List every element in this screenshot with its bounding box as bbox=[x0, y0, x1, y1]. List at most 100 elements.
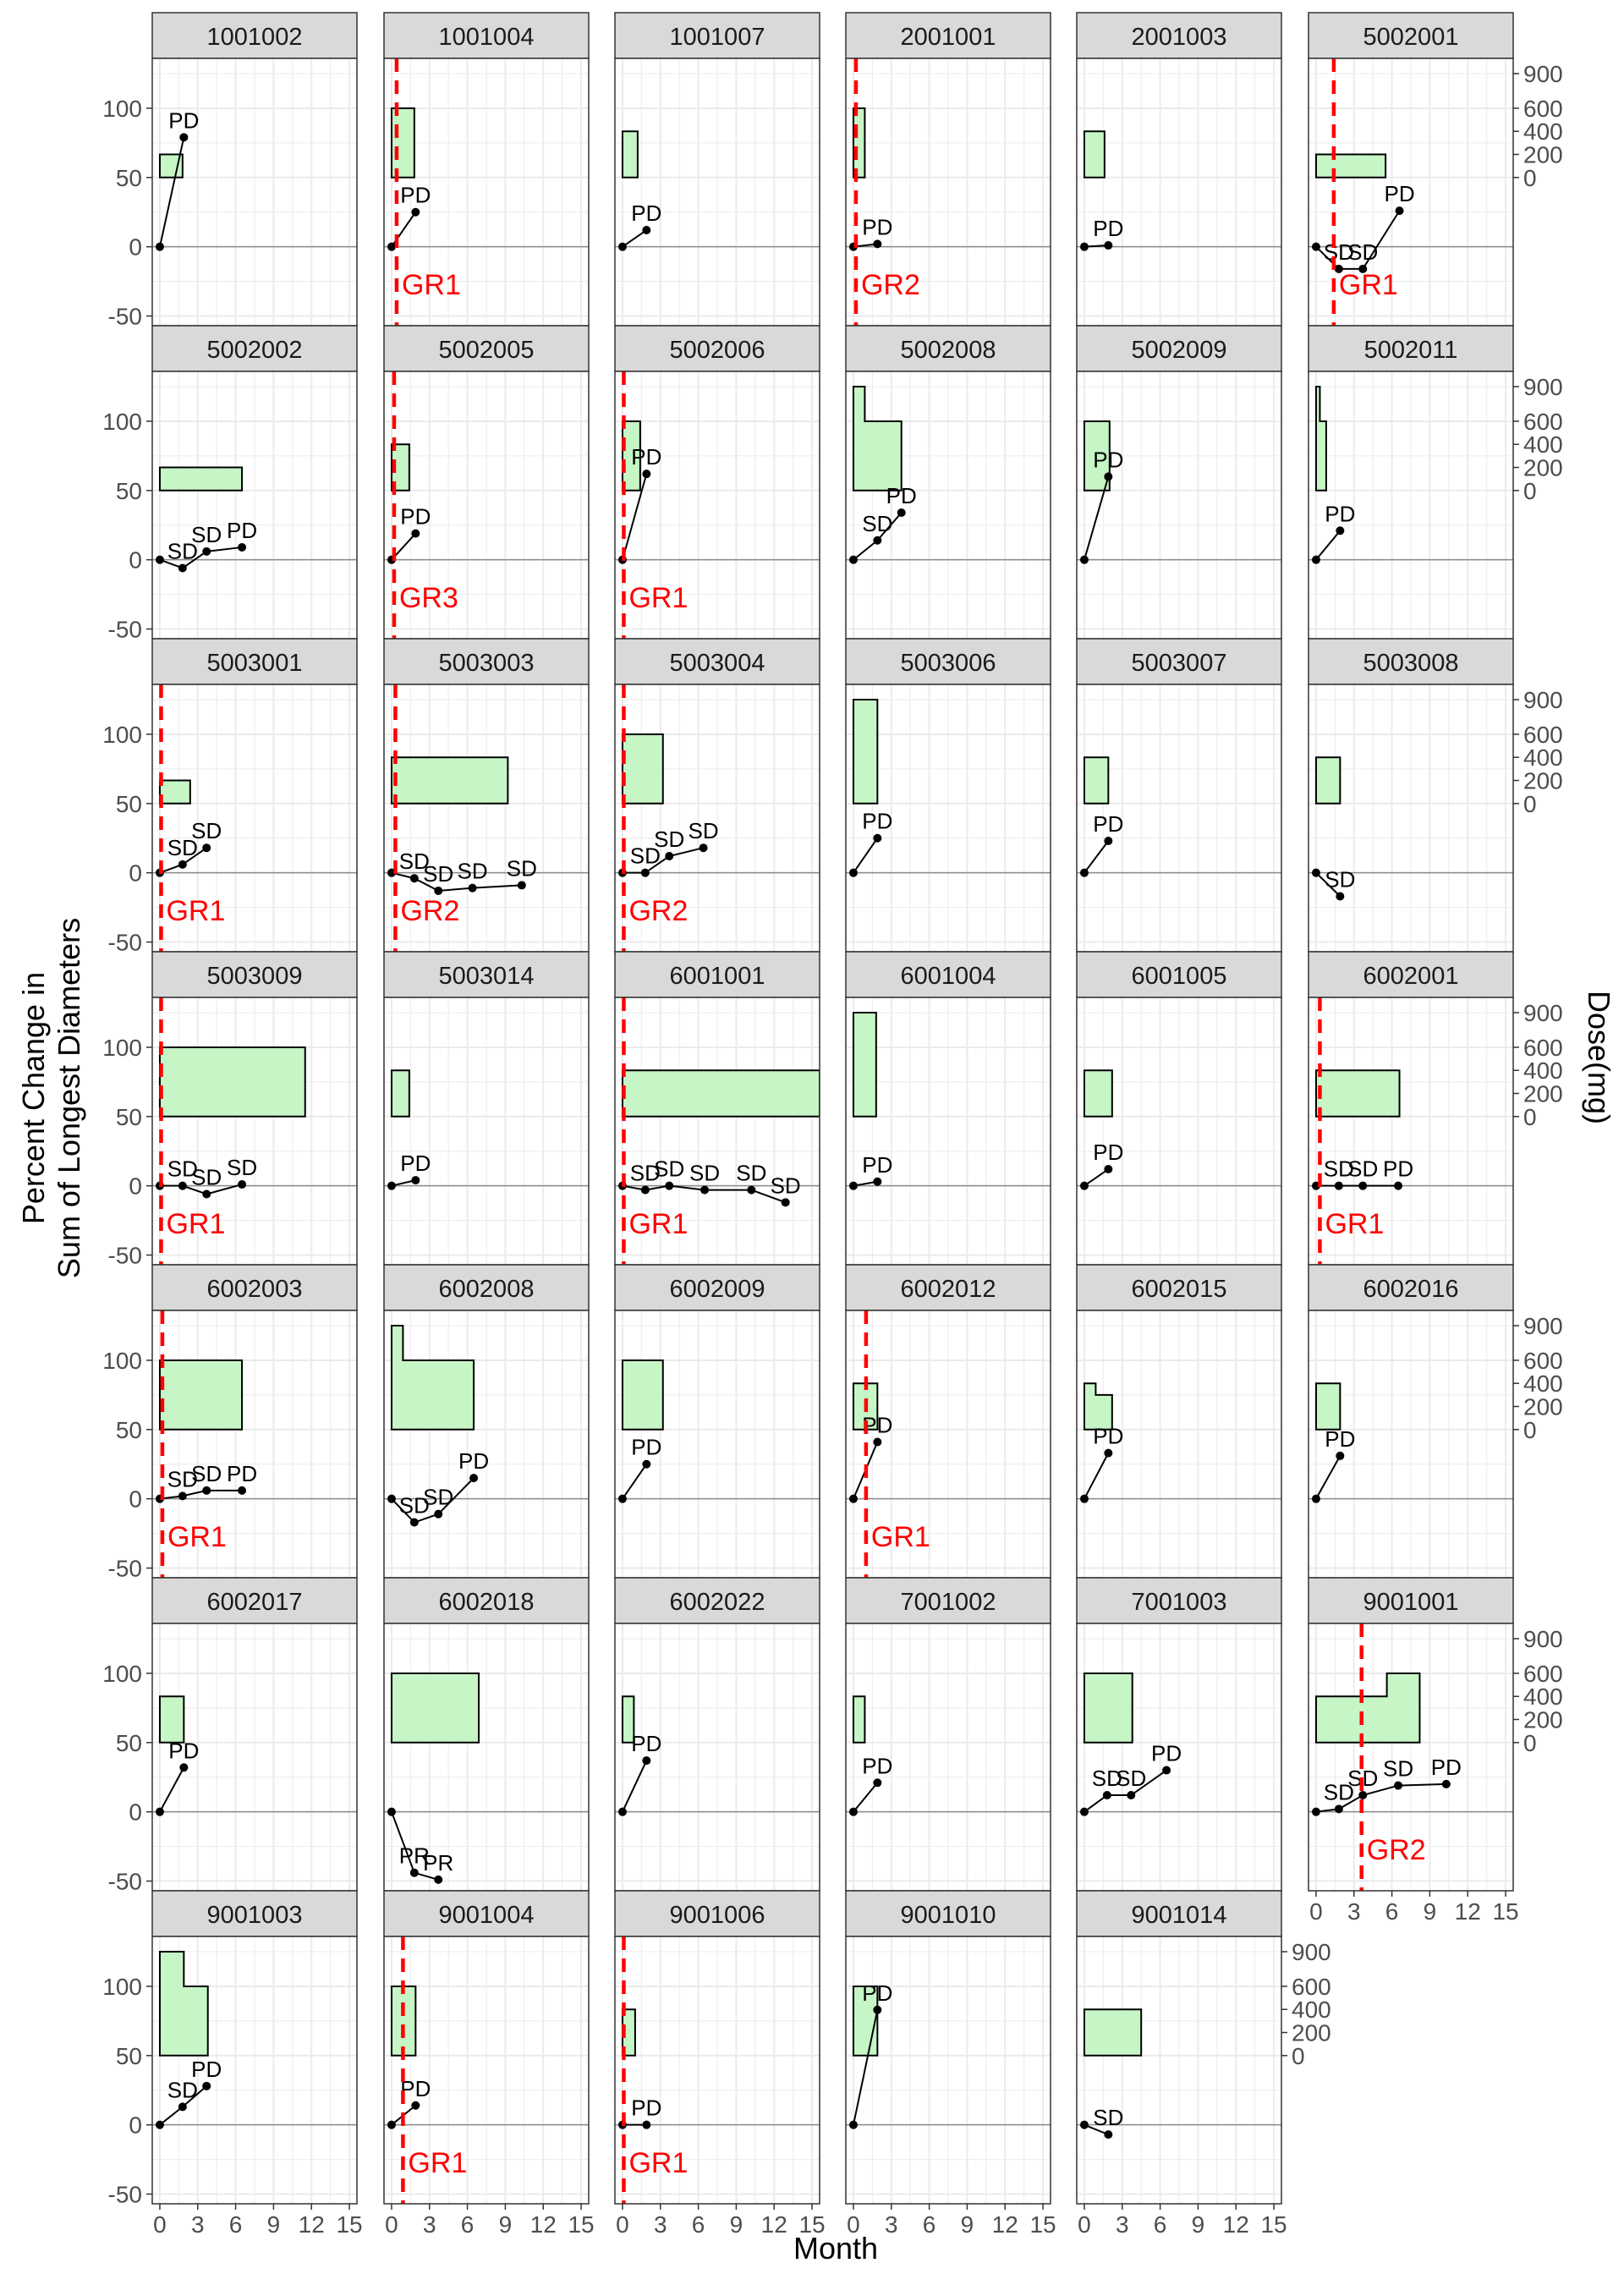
dose-tick-label: 900 bbox=[1523, 687, 1563, 713]
response-label: PD bbox=[631, 1731, 661, 1756]
dose-step-area bbox=[1083, 130, 1106, 179]
response-point bbox=[238, 1486, 247, 1495]
dose-tick-label: 400 bbox=[1523, 744, 1563, 771]
y-tick-label: 100 bbox=[102, 722, 142, 748]
x-tick-label: 9 bbox=[267, 2211, 281, 2238]
response-label: PR bbox=[423, 1850, 453, 1876]
response-point bbox=[387, 1494, 396, 1503]
facet-strip-label: 6002017 bbox=[207, 1589, 303, 1616]
response-point bbox=[155, 242, 164, 251]
response-point bbox=[781, 1198, 790, 1207]
panel-plot-area: PD bbox=[1077, 997, 1281, 1265]
response-line bbox=[1315, 1455, 1341, 1500]
x-tick-label: 0 bbox=[385, 2211, 398, 2238]
x-tick-label: 12 bbox=[1223, 2211, 1249, 2238]
response-line bbox=[159, 1766, 185, 1813]
panel-2001003: 2001003 PD bbox=[1076, 12, 1282, 327]
facet-strip-label: 6002015 bbox=[1132, 1276, 1227, 1303]
progression-label: GR1 bbox=[166, 895, 225, 927]
response-label: SD bbox=[227, 1155, 257, 1180]
panel-plot-area: PD bbox=[152, 58, 357, 326]
x-tick-label: 15 bbox=[798, 2211, 825, 2238]
response-point bbox=[1336, 892, 1345, 901]
response-point bbox=[1079, 2120, 1089, 2129]
response-label: SD bbox=[167, 2077, 198, 2102]
response-label: PD bbox=[1325, 1426, 1355, 1452]
progression-label: GR2 bbox=[628, 895, 688, 927]
response-line bbox=[159, 1489, 243, 1500]
dose-step-area bbox=[1083, 1382, 1113, 1431]
response-point bbox=[700, 1185, 710, 1195]
panel-plot-area: PD bbox=[1309, 371, 1513, 639]
dose-step-area bbox=[621, 1069, 820, 1118]
y-tick-label: 100 bbox=[102, 409, 142, 435]
facet-strip bbox=[845, 1577, 1051, 1624]
facet-strip-label: 6001001 bbox=[670, 963, 765, 990]
response-point bbox=[665, 1181, 674, 1190]
dose-tick-label: 900 bbox=[1523, 374, 1563, 400]
dose-tick-label: 200 bbox=[1292, 2020, 1331, 2046]
response-label: SD bbox=[862, 511, 892, 536]
x-tick-label: 6 bbox=[923, 2211, 936, 2238]
response-label: PD bbox=[631, 200, 661, 226]
y-tick-label: -50 bbox=[108, 617, 142, 643]
y-tick-label: 100 bbox=[102, 1348, 142, 1374]
facet-strip-label: 9001014 bbox=[1132, 1902, 1227, 1929]
response-line bbox=[622, 847, 704, 874]
progression-label: GR1 bbox=[871, 1521, 930, 1553]
dose-step-area bbox=[1083, 2008, 1143, 2057]
response-point bbox=[1104, 1165, 1113, 1174]
panel-plot-area: PD bbox=[1309, 1310, 1513, 1578]
response-label: SD bbox=[191, 818, 222, 843]
response-label: PD bbox=[631, 444, 661, 470]
response-label: PD bbox=[862, 214, 892, 239]
panel-border bbox=[1076, 1936, 1282, 2205]
response-line bbox=[1084, 1453, 1110, 1500]
facet-strip-label: 6002016 bbox=[1363, 1276, 1459, 1303]
x-tick-label: 6 bbox=[229, 2211, 243, 2238]
response-point bbox=[1395, 206, 1404, 216]
dose-step-area bbox=[158, 1359, 244, 1431]
dose-step-area bbox=[1314, 756, 1341, 805]
response-point bbox=[1079, 1494, 1089, 1503]
dose-tick-label: 900 bbox=[1523, 61, 1563, 87]
response-point bbox=[1311, 242, 1320, 251]
facet-strip-label: 9001001 bbox=[1363, 1589, 1459, 1616]
panel-plot-area: SDSDSDPDGR2 bbox=[1309, 1623, 1513, 1891]
panel-plot-area: PD bbox=[615, 1310, 820, 1578]
panel-plot-area: PD bbox=[615, 1623, 820, 1891]
facet-strip-label: 6002009 bbox=[670, 1276, 765, 1303]
x-tick-label: 12 bbox=[761, 2211, 787, 2238]
facet-strip-label: 5002011 bbox=[1364, 337, 1458, 364]
dose-tick-label: 400 bbox=[1523, 1684, 1563, 1710]
panel-5002005: 5002005 PD GR3 bbox=[383, 325, 590, 640]
response-line bbox=[852, 2009, 879, 2125]
facet-strip-label: 5003009 bbox=[207, 963, 303, 990]
facet-strip bbox=[151, 638, 358, 685]
response-point bbox=[1358, 1791, 1368, 1800]
response-label: PD bbox=[227, 518, 257, 543]
facet-strip-label: 6002012 bbox=[901, 1276, 996, 1303]
response-point bbox=[411, 207, 420, 217]
response-label: SD bbox=[167, 835, 198, 860]
panel-2001001: 2001001 PD GR2 bbox=[845, 12, 1051, 327]
facet-strip-label: 5002001 bbox=[1363, 24, 1459, 51]
facet-strip bbox=[1076, 1890, 1282, 1937]
response-point bbox=[1104, 472, 1113, 481]
panel-plot-area: PD GR1 bbox=[615, 1936, 820, 2204]
response-line bbox=[621, 473, 648, 560]
y-tick-label: 50 bbox=[116, 478, 142, 504]
panel-9001001: 9001001SDSDSDPDGR2020040060090003691215 bbox=[1308, 1577, 1563, 1925]
facet-strip bbox=[614, 951, 820, 998]
response-point bbox=[873, 1437, 882, 1447]
response-line bbox=[1084, 1168, 1109, 1187]
dose-tick-label: 400 bbox=[1523, 431, 1563, 458]
response-label: PD bbox=[1151, 1741, 1182, 1766]
